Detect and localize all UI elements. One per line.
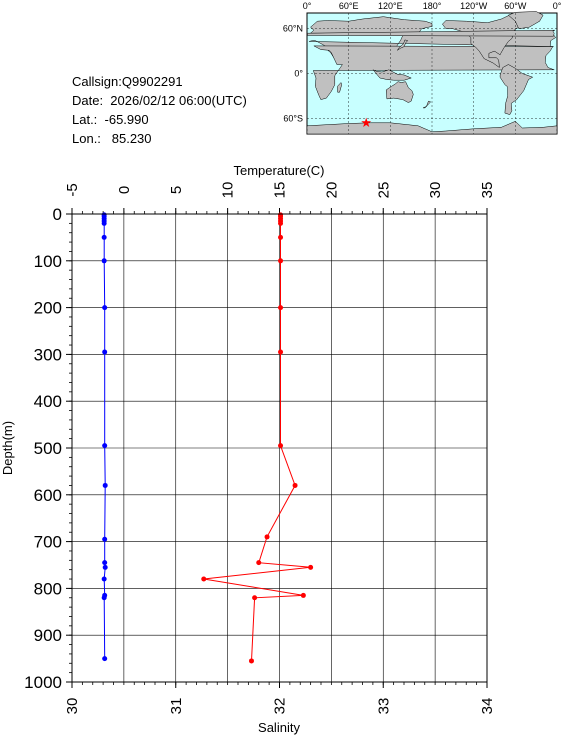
map-longitude-label: 120°W bbox=[460, 1, 488, 11]
map-longitude-label: 180° bbox=[423, 1, 442, 11]
temperature-point bbox=[101, 576, 107, 582]
temperature-series-line bbox=[103, 214, 106, 659]
map-land-south-america bbox=[499, 64, 534, 115]
temperature-point bbox=[102, 482, 108, 488]
salinity-point bbox=[278, 220, 284, 226]
temperature-tick-label: 30 bbox=[427, 182, 444, 199]
depth-tick-label: 0 bbox=[53, 205, 62, 224]
depth-tick-label: 600 bbox=[34, 486, 62, 505]
depth-tick-label: 700 bbox=[34, 533, 62, 552]
temperature-point bbox=[102, 349, 108, 355]
salinity-point bbox=[278, 258, 284, 264]
temperature-tick-label: 0 bbox=[116, 186, 133, 194]
temperature-tick-label: 15 bbox=[272, 182, 289, 199]
depth-tick-label: 400 bbox=[34, 392, 62, 411]
depth-tick-label: 500 bbox=[34, 439, 62, 458]
map-land-japan bbox=[397, 39, 409, 51]
temperature-point bbox=[102, 560, 108, 566]
plot-frame bbox=[71, 213, 488, 683]
station-info: Callsign:Q9902291 Date: 2026/02/12 06:00… bbox=[72, 72, 247, 148]
map-land-australia bbox=[385, 81, 414, 103]
salinity-point bbox=[264, 534, 270, 540]
date-text: Date: 2026/02/12 06:00(UTC) bbox=[72, 93, 247, 108]
map-longitude-label: 60°W bbox=[504, 1, 527, 11]
salinity-point bbox=[308, 564, 314, 570]
map-land-britain bbox=[306, 29, 555, 37]
map-land-indonesia bbox=[372, 69, 412, 81]
map-latitude-label: 60°S bbox=[283, 113, 303, 123]
temperature-tick-label: 10 bbox=[220, 182, 237, 199]
salinity-tick-label: 32 bbox=[272, 698, 289, 715]
temperature-point bbox=[101, 234, 107, 240]
salinity-point bbox=[201, 576, 207, 582]
map-latitude-labels: 60°N 0° 60°S bbox=[283, 24, 304, 124]
star-icon: ★ bbox=[360, 116, 372, 131]
map-latitude-label: 0° bbox=[294, 69, 303, 79]
temperature-point bbox=[102, 656, 108, 662]
map-longitude-labels: 0° 60°E 120°E 180° 120°W 60°W 0° bbox=[303, 1, 562, 11]
temperature-point bbox=[102, 536, 108, 542]
map-latitude-label: 60°N bbox=[283, 24, 303, 34]
salinity-point bbox=[278, 443, 284, 449]
temperature-point bbox=[101, 258, 107, 264]
salinity-point bbox=[278, 234, 284, 240]
map-land-madagascar bbox=[337, 82, 342, 93]
latitude-text: Lat.: -65.990 bbox=[72, 112, 149, 127]
temperature-tick-label: 20 bbox=[323, 182, 340, 199]
map-longitude-label: 0° bbox=[303, 1, 312, 11]
salinity-point bbox=[292, 482, 298, 488]
location-map: 0° 60°E 120°E 180° 120°W 60°W 0° 60°N 0° 60°S ★ bbox=[283, 1, 562, 135]
salinity-point bbox=[300, 592, 306, 598]
temperature-tick-label: 25 bbox=[375, 182, 392, 199]
map-longitude-label: 120°E bbox=[378, 1, 403, 11]
longitude-text: Lon.: 85.230 bbox=[72, 131, 152, 146]
map-land bbox=[306, 11, 558, 135]
map-land-greenland bbox=[507, 11, 544, 29]
salinity-point bbox=[278, 305, 284, 311]
salinity-axis: 30 31 32 33 34 bbox=[64, 682, 496, 714]
temperature-point bbox=[102, 564, 108, 570]
salinity-point bbox=[278, 349, 284, 355]
temperature-point bbox=[102, 305, 108, 311]
salinity-axis-label: Salinity bbox=[258, 720, 300, 735]
temperature-axis: -5 0 5 10 15 20 25 30 35 bbox=[64, 182, 496, 214]
map-longitude-label: 0° bbox=[553, 1, 562, 11]
callsign-text: Callsign:Q9902291 bbox=[72, 74, 183, 89]
depth-tick-label: 100 bbox=[34, 252, 62, 271]
map-gridlines bbox=[306, 13, 558, 134]
salinity-series-line bbox=[203, 214, 311, 661]
temperature-axis-label: Temperature(C) bbox=[233, 163, 324, 178]
salinity-tick-label: 34 bbox=[479, 698, 496, 715]
depth-tick-label: 200 bbox=[34, 299, 62, 318]
depth-tick-label: 800 bbox=[34, 579, 62, 598]
salinity-point bbox=[256, 560, 262, 566]
temperature-tick-label: -5 bbox=[64, 183, 81, 196]
chart-grid bbox=[71, 213, 488, 683]
salinity-point bbox=[252, 595, 258, 601]
depth-axis-label: Depth(m) bbox=[0, 421, 15, 475]
salinity-point bbox=[248, 658, 254, 664]
temperature-point bbox=[102, 443, 108, 449]
depth-tick-label: 1000 bbox=[24, 673, 62, 692]
depth-tick-label: 900 bbox=[34, 626, 62, 645]
temperature-point bbox=[101, 220, 107, 226]
map-longitude-label: 60°E bbox=[339, 1, 359, 11]
chart-series bbox=[101, 212, 314, 664]
temperature-tick-label: 35 bbox=[479, 182, 496, 199]
depth-axis: 0 100 200 300 400 500 600 700 800 900 1000 bbox=[24, 205, 72, 692]
temperature-tick-label: 5 bbox=[168, 186, 185, 194]
temperature-point bbox=[101, 595, 107, 601]
salinity-tick-label: 31 bbox=[168, 698, 185, 715]
salinity-tick-label: 33 bbox=[375, 698, 392, 715]
salinity-tick-label: 30 bbox=[64, 698, 81, 715]
map-land-new-zealand bbox=[422, 100, 432, 109]
depth-tick-label: 300 bbox=[34, 345, 62, 364]
